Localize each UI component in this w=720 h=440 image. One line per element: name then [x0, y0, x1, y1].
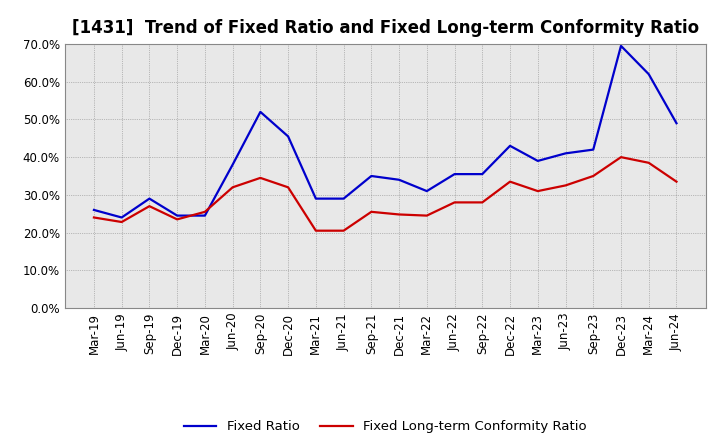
Line: Fixed Ratio: Fixed Ratio: [94, 46, 677, 217]
Fixed Long-term Conformity Ratio: [117, 220, 126, 225]
Fixed Long-term Conformity Ratio: [256, 175, 265, 180]
Fixed Ratio: [534, 158, 542, 164]
Fixed Long-term Conformity Ratio: [201, 209, 210, 214]
Fixed Ratio: [478, 172, 487, 177]
Fixed Long-term Conformity Ratio: [395, 212, 403, 217]
Legend: Fixed Ratio, Fixed Long-term Conformity Ratio: Fixed Ratio, Fixed Long-term Conformity …: [179, 415, 592, 439]
Fixed Long-term Conformity Ratio: [534, 188, 542, 194]
Line: Fixed Long-term Conformity Ratio: Fixed Long-term Conformity Ratio: [94, 157, 677, 231]
Fixed Long-term Conformity Ratio: [450, 200, 459, 205]
Fixed Long-term Conformity Ratio: [589, 173, 598, 179]
Fixed Ratio: [89, 207, 98, 213]
Fixed Ratio: [201, 213, 210, 218]
Fixed Ratio: [616, 43, 625, 48]
Fixed Ratio: [395, 177, 403, 183]
Fixed Ratio: [312, 196, 320, 201]
Fixed Ratio: [423, 188, 431, 194]
Fixed Ratio: [256, 109, 265, 114]
Fixed Ratio: [589, 147, 598, 152]
Fixed Long-term Conformity Ratio: [672, 179, 681, 184]
Fixed Long-term Conformity Ratio: [561, 183, 570, 188]
Fixed Long-term Conformity Ratio: [228, 185, 237, 190]
Fixed Long-term Conformity Ratio: [173, 217, 181, 222]
Fixed Ratio: [644, 72, 653, 77]
Fixed Long-term Conformity Ratio: [145, 204, 154, 209]
Fixed Long-term Conformity Ratio: [644, 160, 653, 165]
Fixed Ratio: [672, 121, 681, 126]
Fixed Long-term Conformity Ratio: [616, 154, 625, 160]
Fixed Long-term Conformity Ratio: [423, 213, 431, 218]
Fixed Long-term Conformity Ratio: [478, 200, 487, 205]
Fixed Long-term Conformity Ratio: [505, 179, 514, 184]
Fixed Ratio: [145, 196, 154, 201]
Fixed Ratio: [284, 134, 292, 139]
Fixed Ratio: [117, 215, 126, 220]
Fixed Ratio: [228, 162, 237, 167]
Fixed Ratio: [173, 213, 181, 218]
Fixed Long-term Conformity Ratio: [312, 228, 320, 233]
Fixed Ratio: [561, 151, 570, 156]
Fixed Long-term Conformity Ratio: [284, 185, 292, 190]
Fixed Ratio: [367, 173, 376, 179]
Title: [1431]  Trend of Fixed Ratio and Fixed Long-term Conformity Ratio: [1431] Trend of Fixed Ratio and Fixed Lo…: [71, 19, 699, 37]
Fixed Ratio: [505, 143, 514, 148]
Fixed Long-term Conformity Ratio: [367, 209, 376, 214]
Fixed Long-term Conformity Ratio: [339, 228, 348, 233]
Fixed Long-term Conformity Ratio: [89, 215, 98, 220]
Fixed Ratio: [339, 196, 348, 201]
Fixed Ratio: [450, 172, 459, 177]
